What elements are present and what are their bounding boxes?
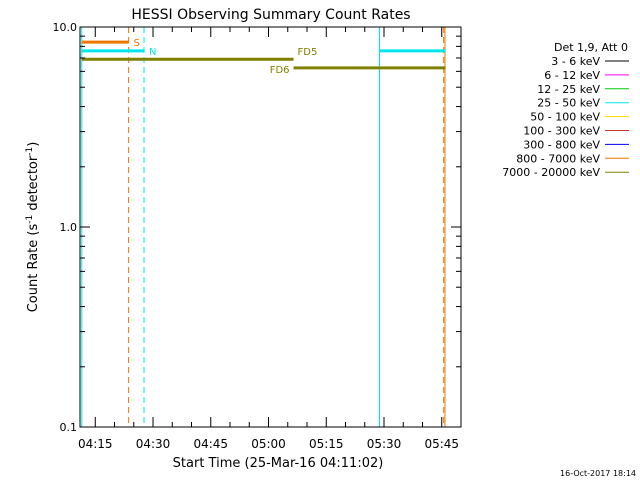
plot-frame — [79, 26, 462, 428]
legend-label: 100 - 300 keV — [523, 125, 600, 138]
legend-label: 25 - 50 keV — [537, 97, 600, 110]
y-axis-label-sup2: -1 — [25, 147, 35, 156]
y-axis-label-end: ) — [26, 142, 41, 147]
segment-label-fd6: FD6 — [270, 65, 290, 76]
segment-label-n: N — [149, 47, 156, 58]
x-tick-label: 04:45 — [193, 437, 228, 451]
legend-label: 7000 - 20000 keV — [502, 166, 600, 179]
x-tick-label: 05:00 — [251, 437, 286, 451]
legend-label: 50 - 100 keV — [530, 111, 600, 124]
legend-label: 300 - 800 keV — [523, 138, 600, 151]
plot-marks: SN FD5 FD6 — [81, 27, 446, 427]
legend-header: Det 1,9, Att 0 — [554, 41, 628, 54]
y-axis-label: Count Rate (s-1 detector-1) — [25, 142, 41, 313]
x-axis-label: Start Time (25-Mar-16 04:11:02) — [173, 456, 384, 471]
legend-label: 3 - 6 keV — [551, 55, 600, 68]
legend-label: 12 - 25 keV — [537, 83, 600, 96]
segment-label-s: S — [134, 38, 140, 49]
x-tick-label: 05:30 — [367, 437, 402, 451]
y-tick-label: 10.0 — [53, 21, 78, 34]
legend-label: 6 - 12 keV — [544, 69, 600, 82]
y-axis-label-mid: detector — [26, 155, 41, 215]
y-tick-label: 1.0 — [60, 221, 78, 234]
axes: 0.1 1.0 10.0 04:15 04:30 04:45 05:00 05:15 05:30… — [53, 21, 462, 451]
x-tick-label: 05:45 — [424, 437, 459, 451]
x-tick-label: 05:15 — [309, 437, 344, 451]
y-tick-label: 0.1 — [60, 421, 78, 434]
chart-title: HESSI Observing Summary Count Rates — [131, 7, 410, 23]
segment-label-fd5: FD5 — [298, 47, 318, 58]
y-axis-label-main: Count Rate (s — [26, 224, 41, 313]
y-axis-label-sup1: -1 — [25, 215, 35, 224]
legend-label: 800 - 7000 keV — [516, 152, 600, 165]
x-tick-label: 04:30 — [136, 437, 171, 451]
footer-timestamp: 16-Oct-2017 18:14 — [560, 469, 636, 478]
x-tick-label: 04:15 — [78, 437, 113, 451]
